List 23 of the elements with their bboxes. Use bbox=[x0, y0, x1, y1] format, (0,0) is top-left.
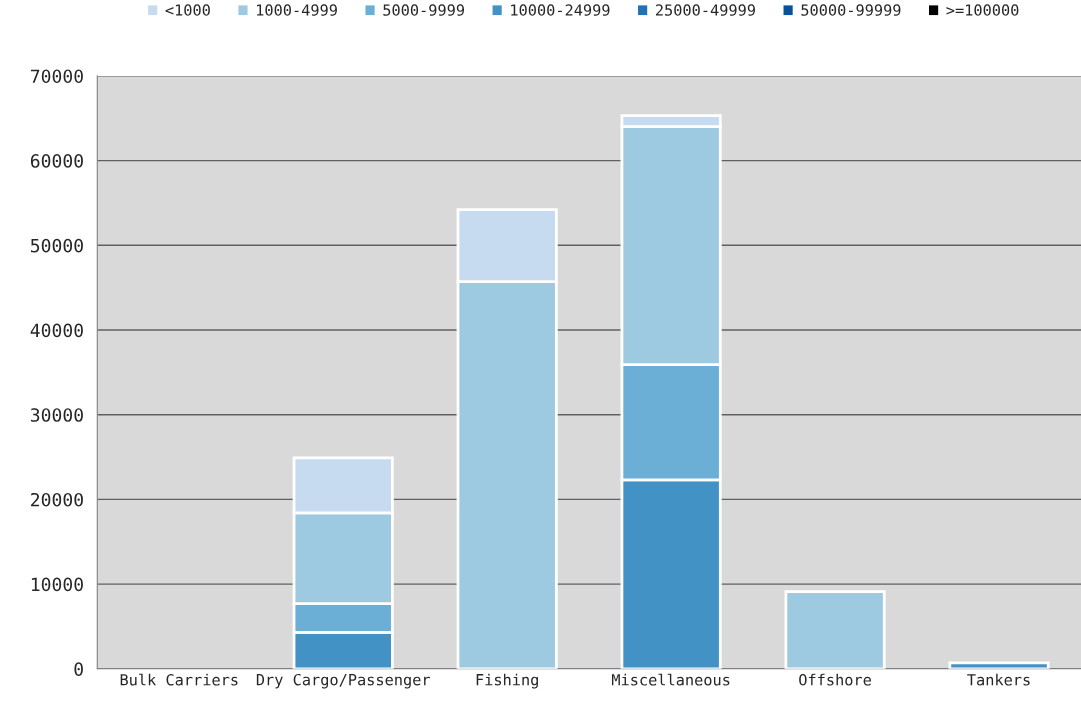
legend-label: 1000-4999 bbox=[257, 4, 337, 16]
legend-label: 10000-24999 bbox=[511, 4, 610, 16]
bar bbox=[784, 590, 886, 669]
x-tick-label: Fishing bbox=[476, 673, 538, 689]
y-tick-label: 70000 bbox=[30, 69, 83, 84]
y-tick-label: 30000 bbox=[30, 408, 83, 422]
bar bbox=[948, 661, 1050, 669]
y-tick-label: 0 bbox=[74, 662, 83, 676]
x-tick-label: Bulk Carriers bbox=[120, 673, 238, 686]
y-tick-label: 10000 bbox=[31, 577, 83, 592]
y-tick-label: 40000 bbox=[30, 323, 83, 338]
x-tick-label: Dry Cargo/Passenger bbox=[256, 673, 431, 689]
legend-label: <1000 bbox=[165, 4, 210, 16]
y-tick-label: 50000 bbox=[31, 238, 83, 253]
legend-label: 5000-9999 bbox=[383, 4, 465, 16]
x-tick-label: Tankers bbox=[967, 673, 1030, 686]
legend-label: 25000-49999 bbox=[655, 4, 755, 16]
legend-label: >=100000 bbox=[946, 4, 1019, 16]
y-tick-label: 20000 bbox=[31, 492, 83, 507]
legend-label: 50000-99999 bbox=[801, 4, 901, 16]
x-tick-label: Offshore bbox=[799, 673, 871, 686]
y-tick-label: 60000 bbox=[30, 154, 83, 168]
x-tick-label: Miscellaneous bbox=[611, 673, 730, 686]
